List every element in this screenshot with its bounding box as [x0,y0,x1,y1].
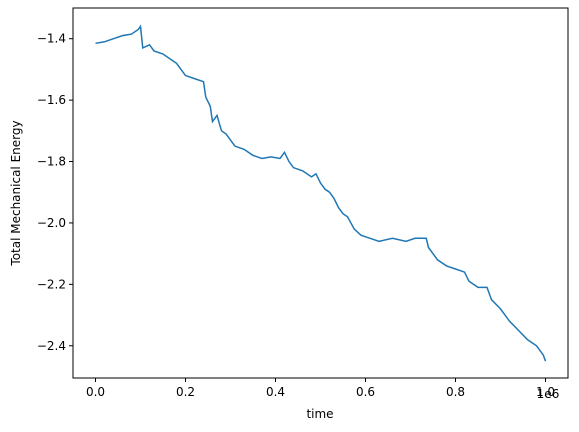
y-tick-label: −2.0 [37,216,66,230]
x-axis-label: time [306,407,333,421]
plot-frame [72,7,569,379]
y-axis-label: Total Mechanical Energy [9,120,23,266]
x-tick-label: 0.2 [176,385,195,399]
y-tick-label: −2.4 [37,339,66,353]
x-tick-label: 0.0 [86,385,105,399]
x-tick-label: 1.0 [536,385,555,399]
y-tick-label: −1.6 [37,93,66,107]
x-tick-label: 0.8 [446,385,465,399]
y-tick-label: −1.4 [37,32,66,46]
x-offset-label: 1e6 [537,387,560,401]
data-line [95,24,547,362]
y-tick-label: −2.2 [37,277,66,291]
x-tick-label: 0.6 [356,385,375,399]
x-tick-label: 0.4 [266,385,285,399]
y-tick-label: −1.8 [37,155,66,169]
